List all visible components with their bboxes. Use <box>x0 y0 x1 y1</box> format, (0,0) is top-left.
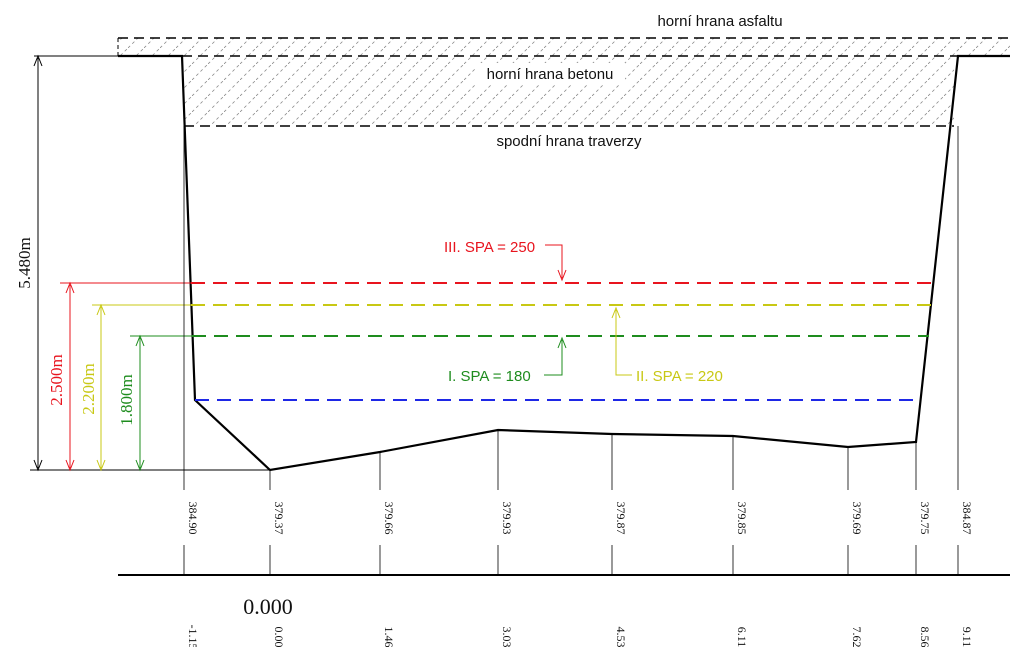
spa1-callout: I. SPA = 180 <box>448 336 567 385</box>
station-label: 6.11 <box>735 627 749 647</box>
concrete-top-label: horní hrana betonu <box>487 66 614 83</box>
elevation-labels: 384.90 379.37 379.66 379.93 379.87 379.8… <box>186 502 974 535</box>
asphalt-top-label: horní hrana asfaltu <box>657 13 782 30</box>
bridge-deck <box>117 37 1010 127</box>
spa3-label: III. SPA = 250 <box>444 239 535 256</box>
station-label: 1.46 <box>382 627 396 647</box>
spa2-callout: II. SPA = 220 <box>611 306 723 385</box>
spa2-label: II. SPA = 220 <box>636 368 723 385</box>
elevation-label: 379.69 <box>850 502 864 535</box>
spa1-label: I. SPA = 180 <box>448 368 531 385</box>
spa3-height-dimension: 2.500m <box>47 281 191 472</box>
station-lines <box>183 126 959 575</box>
elevation-label: 384.87 <box>960 502 974 535</box>
spa1-height-dimension: 1.800m <box>117 334 192 472</box>
spa3-height-label: 2.500m <box>47 354 66 405</box>
station-label: 8.56 <box>918 627 932 647</box>
station-label: 3.03 <box>500 627 514 647</box>
elevation-label: 379.93 <box>500 502 514 535</box>
station-label: 7.62 <box>850 627 864 647</box>
spa2-height-dimension: 2.200m <box>79 303 191 472</box>
station-label: -1.15 <box>186 625 200 647</box>
station-labels: -1.15 0.00 1.46 3.03 4.53 6.11 7.62 8.56… <box>186 625 974 647</box>
spa2-height-label: 2.200m <box>79 363 98 414</box>
station-label: 0.00 <box>272 627 286 647</box>
station-label: 9.11 <box>960 627 974 647</box>
elevation-label: 379.85 <box>735 502 749 535</box>
elevation-label: 379.87 <box>614 502 628 535</box>
spa3-callout: III. SPA = 250 <box>444 239 567 282</box>
spa1-height-label: 1.800m <box>117 374 136 425</box>
elevation-label: 384.90 <box>186 502 200 535</box>
station-label: 4.53 <box>614 627 628 647</box>
reference-zero-label: 0.000 <box>243 594 293 619</box>
channel-profile <box>118 54 1010 472</box>
elevation-label: 379.66 <box>382 502 396 535</box>
total-height-label: 5.480m <box>15 237 34 288</box>
elevation-label: 379.75 <box>918 502 932 535</box>
elevation-label: 379.37 <box>272 502 286 535</box>
traverse-bottom-label: spodní hrana traverzy <box>496 133 642 150</box>
